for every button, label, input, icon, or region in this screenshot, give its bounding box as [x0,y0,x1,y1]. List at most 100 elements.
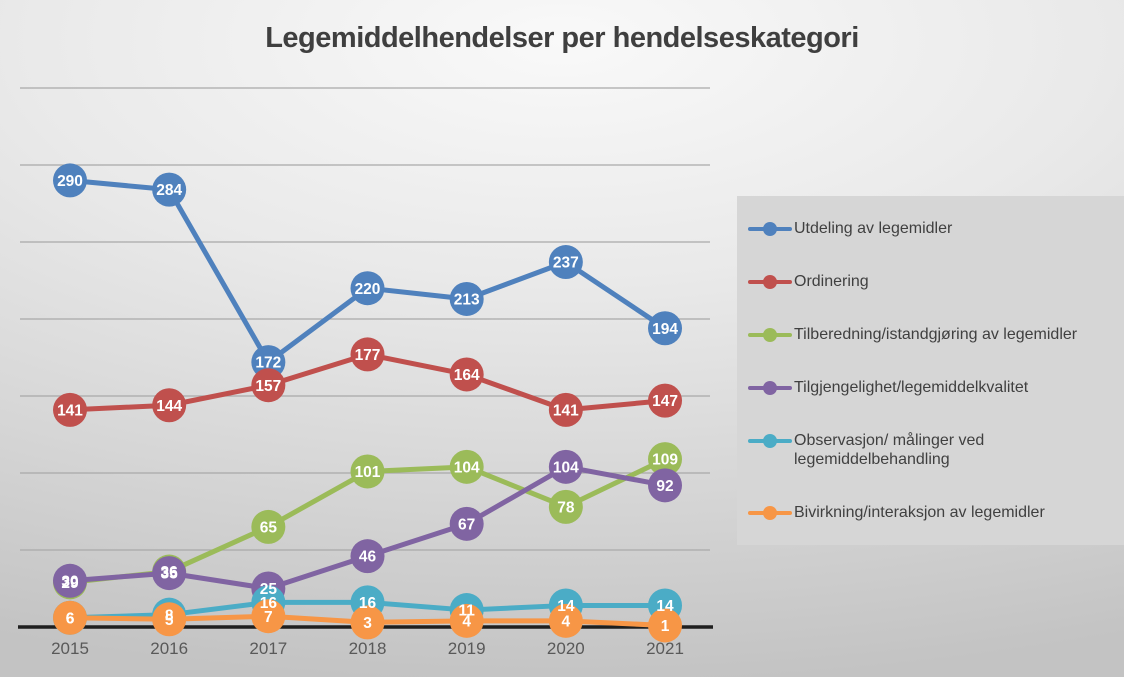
data-point-label: 290 [57,173,83,190]
data-point-label: 46 [359,549,377,566]
data-point-marker [548,449,583,484]
legend-item: Observasjon/ målinger ved legemiddelbeha… [737,431,1124,469]
legend-item: Tilberedning/istandgjøring av legemidler [737,325,1124,344]
data-point-marker [152,556,187,591]
data-point-label: 104 [454,459,480,476]
data-point-marker [251,368,286,403]
legend-item: Bivirkning/interaksjon av legemidler [737,503,1124,522]
data-point-label: 147 [652,393,678,410]
data-point-label: 14 [656,598,674,615]
data-point-label: 36 [161,564,179,581]
data-point-label: 92 [656,478,673,495]
data-point-label: 65 [260,519,278,536]
legend-item: Ordinering [737,272,1124,291]
data-point-marker [648,383,683,418]
data-point-marker [449,603,484,638]
data-point-marker [350,271,385,306]
data-point-label: 6 [66,610,75,627]
data-point-marker [648,442,683,477]
legend-label: Observasjon/ målinger ved legemiddelbeha… [794,432,985,468]
data-point-label: 104 [553,459,579,476]
x-axis-tick-label: 2018 [349,639,387,658]
data-point-marker [251,509,286,544]
legend-label: Ordinering [794,273,869,290]
data-point-label: 194 [652,321,678,338]
data-point-label: 172 [255,355,281,372]
data-point-label: 30 [61,573,78,590]
chart-legend: Utdeling av legemidler Ordinering Tilbered… [737,196,1124,545]
chart-title: Legemiddelhendelser per hendelseskategor… [265,22,859,54]
data-point-marker [648,608,683,643]
data-point-label: 164 [454,367,480,384]
data-point-label: 25 [260,581,278,598]
data-point-marker [350,605,385,640]
data-point-label: 67 [458,516,475,533]
x-axis-tick-label: 2021 [646,639,684,658]
data-point-label: 4 [562,613,571,630]
data-point-label: 144 [156,398,182,415]
x-axis-tick-label: 2015 [51,639,89,658]
data-point-label: 3 [363,615,372,632]
data-point-label: 6 [66,610,75,627]
data-point-label: 157 [255,378,281,395]
legend-label: Tilberedning/istandgjøring av legemidler [794,326,1078,343]
data-point-marker [449,357,484,392]
data-point-marker [449,449,484,484]
legend-swatch-icon [748,325,792,344]
data-point-marker [548,392,583,427]
data-point-label: 16 [359,595,377,612]
legend-swatch-icon [748,503,792,522]
data-point-marker [648,468,683,503]
x-axis-tick-label: 2016 [150,639,188,658]
x-axis-tick-label: 2019 [448,639,486,658]
data-point-marker [350,337,385,372]
data-point-marker [53,163,87,198]
legend-label: Bivirkning/interaksjon av legemidler [794,504,1045,521]
data-point-marker [53,600,87,635]
legend-swatch-icon [748,431,792,450]
data-point-label: 1 [661,618,670,635]
data-point-marker [548,603,583,638]
data-point-label: 237 [553,255,579,272]
data-point-label: 35 [161,566,179,583]
data-point-marker [548,245,583,280]
data-point-label: 284 [156,182,182,199]
data-point-label: 11 [458,603,475,620]
legend-swatch-icon [748,378,792,397]
data-point-marker [152,388,187,423]
data-point-marker [449,281,484,316]
data-point-marker [152,602,187,637]
data-point-marker [53,563,87,598]
data-point-marker [350,454,385,489]
data-point-label: 5 [165,612,174,629]
x-axis-tick-label: 2020 [547,639,585,658]
data-point-label: 109 [652,452,678,469]
data-point-label: 7 [264,609,273,626]
data-point-marker [648,311,683,346]
data-point-label: 141 [553,402,579,419]
data-point-label: 78 [557,499,575,516]
legend-item: Utdeling av legemidler [737,219,1124,238]
legend-swatch-icon [748,272,792,291]
data-point-label: 213 [454,292,480,309]
data-point-label: 177 [355,347,381,364]
legend-item: Tilgjengelighet/legemiddelkvalitet [737,378,1124,397]
legend-label: Utdeling av legemidler [794,220,953,237]
x-axis-tick-label: 2017 [249,639,287,658]
data-point-marker [548,489,583,524]
data-point-label: 14 [557,598,575,615]
data-point-marker [350,539,385,574]
legend-swatch-icon [748,219,792,238]
data-point-label: 8 [165,607,174,624]
data-point-marker [152,172,187,207]
data-point-label: 4 [462,613,471,630]
data-point-label: 141 [57,402,83,419]
data-point-label: 29 [61,575,79,592]
data-point-label: 101 [355,464,381,481]
data-point-label: 16 [260,595,278,612]
data-point-label: 220 [355,281,381,298]
data-point-marker [251,599,286,634]
data-point-marker [53,392,87,427]
